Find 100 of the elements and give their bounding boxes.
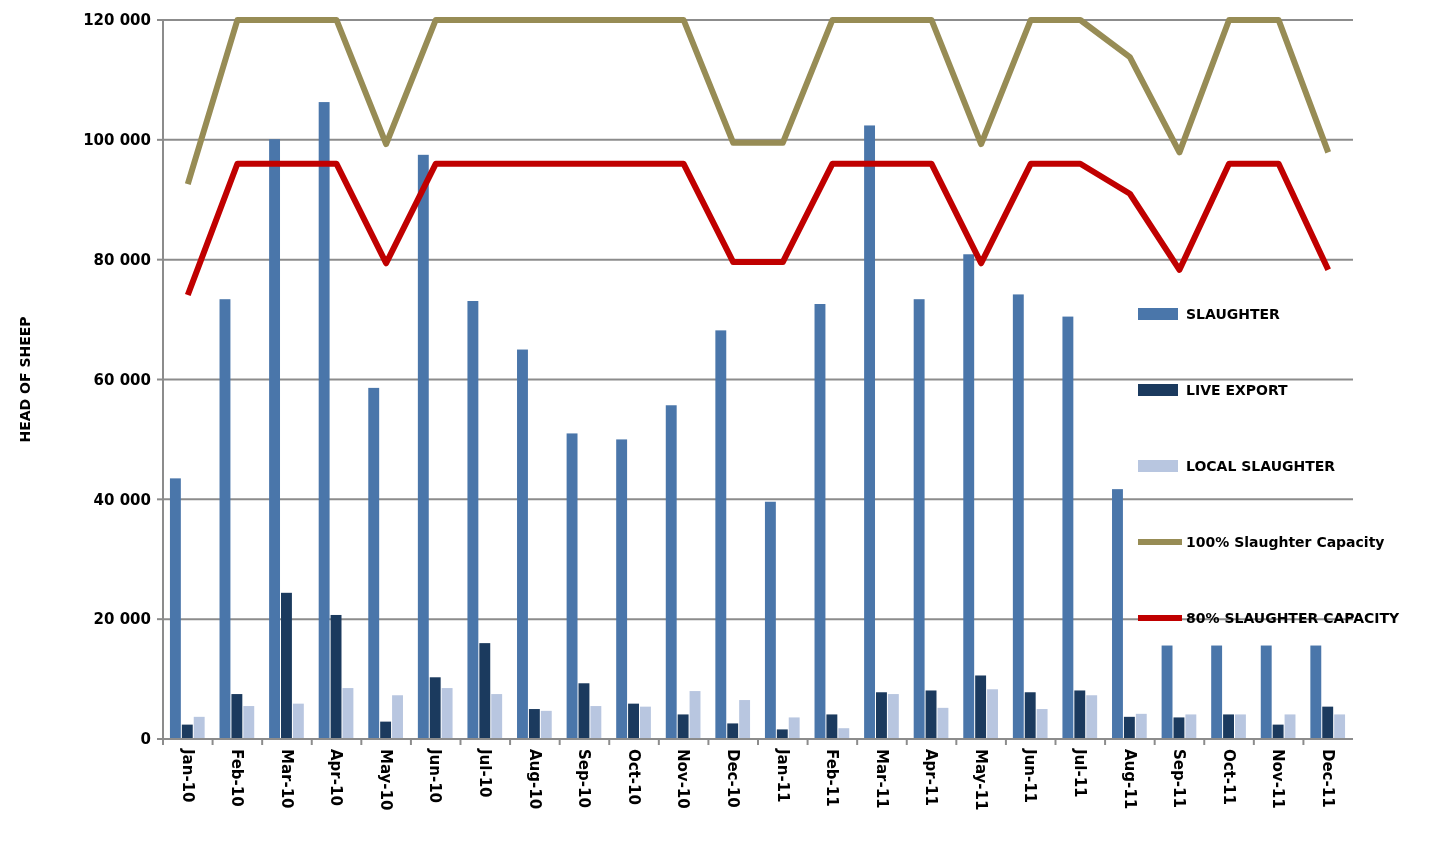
bar [975, 675, 987, 739]
bar [269, 139, 281, 739]
legend-label: 100% Slaughter Capacity [1186, 533, 1385, 550]
bar [616, 439, 628, 739]
legend-label: LIVE EXPORT [1186, 381, 1289, 398]
bar [677, 714, 689, 739]
x-tick-label: Dec-10 [723, 749, 742, 808]
x-tick-label: Sep-10 [575, 749, 594, 808]
y-tick-label: 40 000 [93, 490, 151, 509]
bar [628, 703, 639, 739]
bar [776, 729, 788, 739]
bar [1284, 714, 1296, 739]
legend-label: SLAUGHTER [1186, 305, 1281, 322]
x-tick-label: Nov-10 [674, 749, 693, 809]
bar [1211, 645, 1223, 739]
bar [528, 709, 540, 739]
bar [330, 614, 342, 739]
bar [913, 299, 925, 739]
bar [1112, 489, 1123, 739]
x-tick-label: Apr-11 [922, 749, 941, 806]
x-tick-label: Aug-11 [1120, 749, 1139, 810]
bar [1074, 690, 1086, 739]
x-tick-label: Jun-10 [426, 748, 445, 804]
bar [292, 703, 304, 739]
x-tick-label: Jan-10 [178, 748, 197, 803]
bar [1036, 709, 1048, 739]
bar [169, 478, 181, 739]
x-tick-label: May-11 [971, 749, 990, 811]
bar [764, 501, 776, 739]
bar [987, 689, 998, 739]
bar [1012, 294, 1024, 739]
bar [727, 723, 739, 739]
bar [392, 695, 403, 739]
x-tick-label: Jan-11 [773, 748, 792, 803]
bar [814, 304, 826, 739]
bar [181, 724, 193, 739]
bar [566, 433, 578, 739]
bar [491, 694, 503, 739]
bar [715, 330, 727, 739]
bar [689, 691, 701, 739]
bar [963, 254, 975, 739]
bar [1161, 645, 1173, 739]
legend-label: 80% SLAUGHTER CAPACITY [1186, 609, 1401, 626]
bar [1334, 714, 1346, 739]
bar [318, 102, 330, 739]
x-tick-label: Mar-10 [277, 749, 296, 809]
y-tick-label: 100 000 [83, 131, 151, 150]
bar [1135, 713, 1147, 739]
bar [1223, 714, 1234, 739]
bar [590, 706, 602, 739]
bar [517, 349, 528, 739]
x-tick-label: Apr-10 [327, 749, 346, 806]
x-tick-label: Sep-11 [1170, 749, 1189, 808]
bar [1260, 645, 1272, 739]
bar [1322, 706, 1334, 739]
bar [467, 301, 479, 739]
bar [788, 717, 800, 739]
bar [281, 592, 292, 739]
bar [1062, 316, 1074, 739]
bar [826, 714, 838, 739]
bar [1310, 645, 1322, 739]
x-tick-label: Aug-10 [525, 749, 544, 810]
bar [342, 688, 354, 739]
bar [1086, 695, 1098, 739]
bar [193, 716, 205, 739]
bar [739, 700, 751, 739]
bar [925, 690, 937, 739]
bar [578, 683, 590, 739]
bar [665, 405, 677, 739]
bar [479, 643, 491, 739]
x-tick-label: Feb-11 [823, 749, 842, 807]
x-tick-label: Jun-11 [1021, 748, 1040, 804]
y-tick-label: 120 000 [83, 11, 151, 30]
y-tick-label: 60 000 [93, 370, 151, 389]
x-tick-label: Jul-10 [476, 748, 495, 798]
bar [540, 710, 552, 739]
bar [876, 692, 887, 739]
bar [1185, 714, 1197, 739]
bar [639, 706, 651, 739]
x-tick-label: Jul-11 [1071, 748, 1090, 798]
bar [219, 299, 231, 739]
bar [231, 694, 243, 739]
bar [368, 387, 380, 739]
y-tick-label: 20 000 [93, 610, 151, 629]
bar [838, 728, 850, 739]
bar [864, 125, 876, 739]
x-tick-label: Mar-11 [872, 749, 891, 809]
bar [243, 706, 255, 739]
x-tick-label: Oct-10 [624, 749, 643, 805]
bar [1123, 716, 1135, 739]
bar [429, 677, 441, 739]
y-axis-title: HEAD OF SHEEP [17, 316, 33, 443]
x-tick-label: Oct-11 [1219, 749, 1238, 805]
bar [1272, 724, 1284, 739]
bar [937, 707, 949, 739]
y-tick-label: 80 000 [93, 250, 151, 269]
bar [417, 154, 429, 739]
bar [1024, 692, 1036, 739]
x-tick-label: May-10 [376, 749, 395, 811]
bar [441, 688, 453, 739]
